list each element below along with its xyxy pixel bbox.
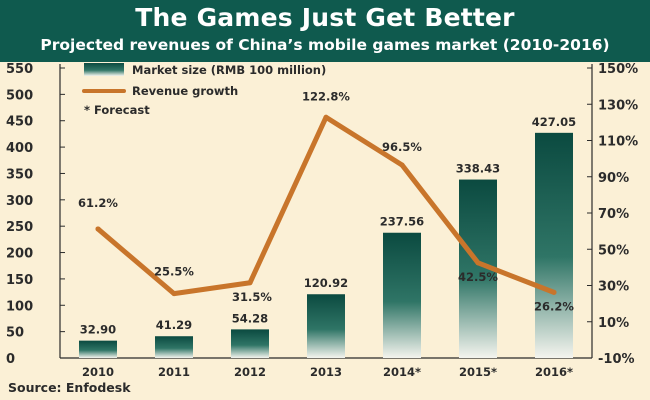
- chart-title: The Games Just Get Better: [135, 3, 515, 32]
- left-tick-label: 500: [6, 88, 33, 103]
- bar: [535, 132, 573, 358]
- left-tick-label: 0: [6, 352, 15, 367]
- bar-value-label: 427.05: [532, 115, 576, 129]
- x-tick-label: 2012: [234, 365, 266, 379]
- growth-value-label: 31.5%: [232, 290, 272, 304]
- x-tick-label: 2015*: [459, 365, 497, 379]
- x-tick-label: 2013: [310, 365, 342, 379]
- bar-value-label: 120.92: [304, 276, 348, 290]
- growth-value-label: 96.5%: [382, 140, 422, 154]
- left-tick-label: 400: [6, 141, 33, 156]
- line-point: [247, 280, 253, 286]
- right-tick-label: 150%: [598, 62, 638, 77]
- bar: [383, 232, 421, 358]
- bar-value-label: 41.29: [156, 318, 192, 332]
- bar-value-label: 237.56: [380, 215, 424, 229]
- source-note: Source: Enfodesk: [8, 380, 131, 395]
- line-point: [399, 162, 405, 168]
- bar: [231, 329, 269, 358]
- left-tick-label: 100: [6, 299, 33, 314]
- growth-value-label: 122.8%: [302, 89, 350, 103]
- growth-value-label: 42.5%: [458, 270, 498, 284]
- growth-value-label: 26.2%: [534, 299, 574, 313]
- x-tick-label: 2016*: [535, 365, 573, 379]
- left-tick-label: 300: [6, 194, 33, 209]
- left-tick-label: 550: [6, 62, 33, 77]
- x-tick-label: 2011: [158, 365, 190, 379]
- right-tick-label: 30%: [598, 280, 629, 295]
- bar-value-label: 54.28: [232, 311, 268, 325]
- line-point: [171, 291, 177, 297]
- x-tick-label: 2010: [82, 365, 114, 379]
- chart-subtitle: Projected revenues of China’s mobile gam…: [40, 36, 610, 54]
- bar: [79, 340, 117, 358]
- bar-value-label: 32.90: [80, 323, 116, 337]
- left-tick-label: 450: [6, 115, 33, 130]
- left-tick-label: 250: [6, 220, 33, 235]
- right-tick-label: 90%: [598, 171, 629, 186]
- legend-bar-swatch: [84, 63, 124, 76]
- legend-forecast-note: * Forecast: [84, 103, 150, 117]
- bar: [307, 294, 345, 358]
- line-point: [323, 114, 329, 120]
- x-tick-label: 2014*: [383, 365, 421, 379]
- left-tick-label: 350: [6, 167, 33, 182]
- right-tick-label: 50%: [598, 243, 629, 258]
- right-tick-label: 130%: [598, 98, 638, 113]
- left-tick-label: 50: [6, 326, 24, 341]
- right-tick-label: 10%: [598, 316, 629, 331]
- line-point: [475, 260, 481, 266]
- right-tick-label: -10%: [598, 352, 635, 367]
- bar-value-label: 338.43: [456, 162, 500, 176]
- growth-value-label: 61.2%: [78, 196, 118, 210]
- line-point: [95, 226, 101, 232]
- right-tick-label: 70%: [598, 207, 629, 222]
- legend-line-label: Revenue growth: [132, 84, 238, 98]
- right-tick-label: 110%: [598, 135, 638, 150]
- left-tick-label: 150: [6, 273, 33, 288]
- chart-header: The Games Just Get Better Projected reve…: [0, 0, 650, 62]
- growth-value-label: 25.5%: [154, 265, 194, 279]
- line-point: [551, 289, 557, 295]
- legend-bar-label: Market size (RMB 100 million): [132, 63, 326, 77]
- left-tick-label: 200: [6, 247, 33, 262]
- bar: [155, 336, 193, 358]
